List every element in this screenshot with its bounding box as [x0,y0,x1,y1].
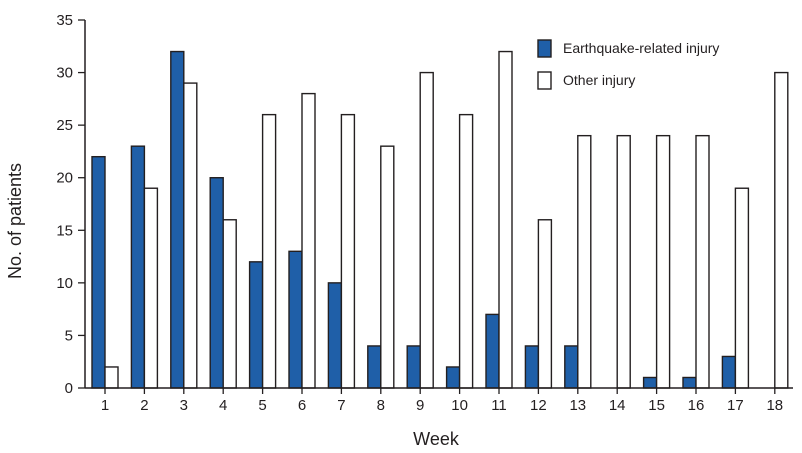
bar-earthquake-week-15 [642,376,658,389]
bar-earthquake-week-8 [367,345,382,389]
bar-other-week-16 [695,134,710,389]
bar-earthquake-week-10 [445,366,461,389]
legend-label: Earthquake-related injury [563,40,719,56]
bar-other-week-8 [380,145,395,389]
bar-other-week-4 [222,219,237,389]
y-tick-label: 10 [56,275,73,292]
x-tick-label: 5 [258,397,266,414]
y-tick-label: 15 [56,222,73,239]
bar-earthquake-week-9 [406,345,421,389]
bar-earthquake-week-1 [91,155,106,389]
x-tick-label: 8 [377,397,385,414]
x-tick-label: 13 [569,397,586,414]
bar-other-week-12 [537,219,553,389]
legend-label: Other injury [563,72,635,88]
bar-other-week-18 [774,71,789,389]
x-tick-label: 17 [727,397,744,414]
y-axis: 0 5 10 15 20 25 30 35 [56,12,86,397]
bar-earthquake-week-17 [721,355,737,389]
bar-earthquake-week-6 [288,250,303,389]
bar-other-week-11 [498,50,513,389]
legend: Earthquake-related injury Other injury [537,39,719,90]
bar-earthquake-week-3 [170,50,185,389]
x-tick-label: 3 [180,397,188,414]
x-tick-label: 16 [688,397,705,414]
y-axis-title: No. of patients [5,163,25,279]
x-tick-label: 6 [298,397,306,414]
bar-earthquake-week-13 [564,345,579,389]
bar-earthquake-week-2 [130,145,146,389]
bar-other-week-3 [183,82,198,389]
x-tick-label: 9 [416,397,424,414]
bar-earthquake-week-16 [682,376,697,389]
bar-other-week-9 [419,71,434,389]
bar-other-week-17 [734,187,750,389]
bar-other-week-2 [143,187,159,389]
x-tick-label: 10 [451,397,468,414]
legend-swatch-earthquake [537,39,552,58]
bar-other-week-15 [655,134,671,389]
bar-other-week-13 [577,134,592,389]
x-axis-title: Week [413,429,460,449]
bar-earthquake-week-11 [485,313,500,389]
x-tick-label: 15 [648,397,665,414]
legend-swatch-other [537,71,552,90]
x-tick-label: 1 [101,397,109,414]
bar-other-week-1 [104,366,119,389]
y-tick-label: 35 [56,12,73,29]
x-tick-label: 18 [766,397,783,414]
x-tick-label: 4 [219,397,227,414]
y-tick-label: 25 [56,117,73,134]
bar-earthquake-week-4 [209,177,224,389]
bar-earthquake-week-5 [248,261,264,389]
x-tick-label: 12 [530,397,547,414]
bar-other-week-14 [616,134,631,389]
x-tick-label: 11 [491,397,507,414]
y-tick-label: 30 [56,65,73,82]
bar-other-week-5 [261,113,277,389]
bar-earthquake-week-7 [327,282,343,389]
x-tick-label: 2 [140,397,148,414]
bar-other-week-7 [340,113,356,389]
x-tick-label: 14 [609,397,626,414]
x-axis: 1 2 3 4 5 6 7 8 9 10 11 12 13 14 15 16 17 18 [85,387,793,414]
bar-other-week-10 [458,113,474,389]
bar-earthquake-week-12 [524,345,540,389]
y-tick-label: 0 [65,380,73,397]
y-tick-label: 20 [56,170,73,187]
bar-other-week-6 [301,92,316,389]
y-tick-label: 5 [65,327,73,344]
x-tick-label: 7 [337,397,345,414]
plot-area [91,50,789,389]
